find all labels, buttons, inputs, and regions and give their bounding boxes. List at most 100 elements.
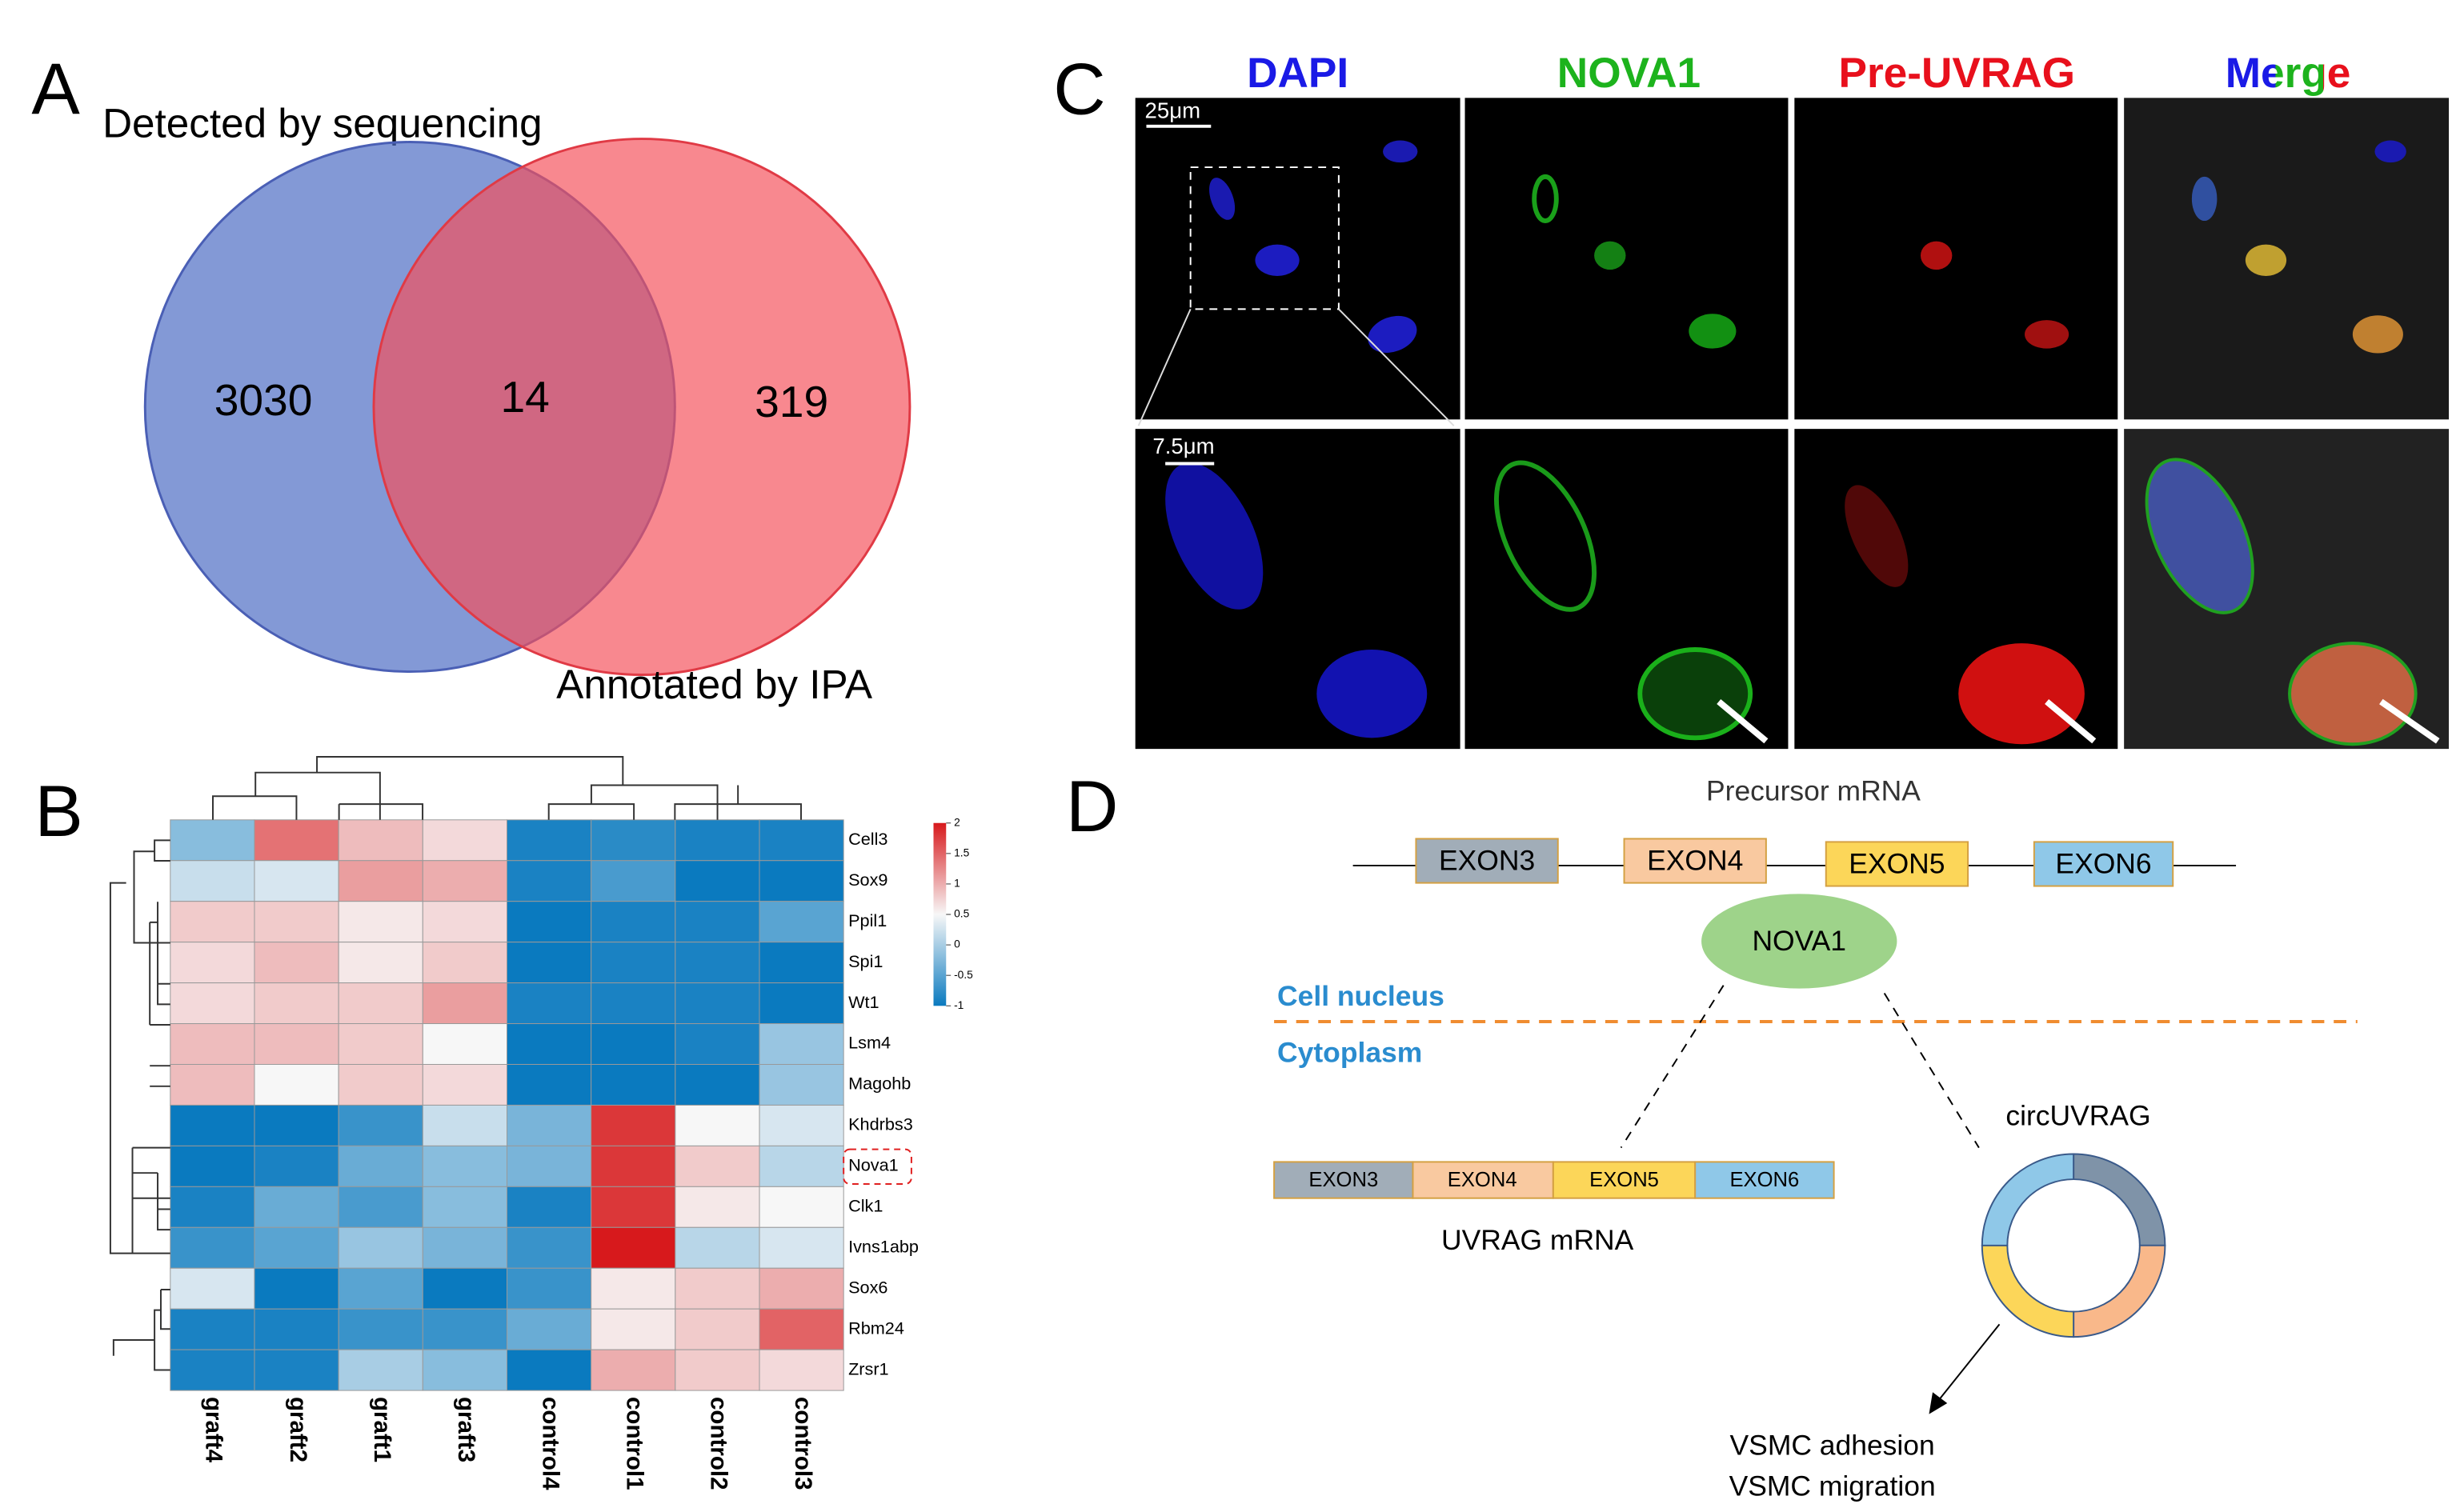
heatmap-cell <box>254 819 339 862</box>
heatmap-cell <box>170 1226 255 1269</box>
heatmap-cell <box>170 982 255 1025</box>
heatmap-cell <box>254 1349 339 1391</box>
colorbar-tick-label: 0.5 <box>954 908 969 920</box>
heatmap-cell <box>759 1186 844 1228</box>
heatmap-cell <box>170 1145 255 1187</box>
heatmap-cell <box>254 860 339 902</box>
heatmap-cell <box>675 1145 760 1187</box>
gene-label: Cell3 <box>848 829 887 849</box>
heatmap-cell <box>170 1267 255 1310</box>
circ-label: circUVRAG <box>2005 1100 2150 1132</box>
heatmap-cell <box>675 860 760 902</box>
heatmap-cell <box>422 1349 507 1391</box>
heatmap-cell <box>759 1349 844 1391</box>
heatmap-cell <box>170 860 255 902</box>
heatmap-cell <box>254 942 339 984</box>
heatmap-cell <box>422 1308 507 1350</box>
heatmap-cell <box>254 1267 339 1310</box>
mrna-label: UVRAG mRNA <box>1441 1224 1634 1256</box>
heatmap-cell <box>675 1104 760 1146</box>
channel-title: NOVA1 <box>1557 50 1701 97</box>
sample-label: control1 <box>621 1397 647 1490</box>
heatmap-cell <box>422 942 507 984</box>
heatmap-cell <box>675 1064 760 1106</box>
channel-title: Pre-UVRAG <box>1839 50 2076 97</box>
heatmap-cell <box>338 819 423 862</box>
heatmap-cell <box>675 982 760 1025</box>
heatmap-cell <box>338 1145 423 1187</box>
heatmap-cell <box>591 819 676 862</box>
heatmap-cell <box>422 1104 507 1146</box>
gene-label: Nova1 <box>848 1155 899 1175</box>
scale-bar-label: 25μm <box>1145 98 1201 122</box>
heatmap-cell <box>675 819 760 862</box>
heatmap-cell <box>338 860 423 902</box>
sample-label: graft2 <box>285 1397 311 1462</box>
heatmap-cell <box>338 1308 423 1350</box>
gene-label: Spi1 <box>848 951 883 971</box>
heatmap-cell <box>506 942 592 984</box>
heatmap-cell <box>170 1186 255 1228</box>
heatmap-cell <box>759 860 844 902</box>
heatmap-cell <box>591 1308 676 1350</box>
channel-title: Merge <box>2226 50 2351 97</box>
panel-label: A <box>31 49 80 130</box>
heatmap-cell <box>759 819 844 862</box>
sample-label: graft1 <box>369 1397 395 1462</box>
set-label: Detected by sequencing <box>102 100 543 146</box>
heatmap-cell <box>338 1186 423 1228</box>
panel-label: B <box>34 771 82 852</box>
precursor-label: Precursor mRNA <box>1706 775 1921 807</box>
heatmap-cell <box>254 1226 339 1269</box>
heatmap-cell <box>170 1064 255 1106</box>
heatmap-cell <box>506 860 592 902</box>
colorbar-tick-label: 0 <box>954 938 960 950</box>
arrow <box>1929 1323 2001 1414</box>
heatmap-cell <box>591 901 676 943</box>
sample-label: graft4 <box>201 1397 227 1463</box>
heatmap-cell <box>422 1064 507 1106</box>
protein-label: NOVA1 <box>1752 925 1846 957</box>
panel-label: D <box>1066 766 1118 847</box>
heatmap-cell <box>759 1104 844 1146</box>
micrographs <box>1135 98 2450 750</box>
scale-bar-label: 7.5μm <box>1152 434 1214 458</box>
colorbar-tick-label: 1 <box>954 878 960 890</box>
heatmap-cell <box>170 1349 255 1391</box>
heatmap-cell <box>254 1023 339 1065</box>
venn-count: 319 <box>755 377 828 426</box>
venn-count: 14 <box>500 372 549 422</box>
circ-ring <box>1981 1153 2166 1338</box>
heatmap-cell <box>506 819 592 862</box>
heatmap-cell <box>591 1226 676 1269</box>
heatmap-cell <box>506 1064 592 1106</box>
colorbar <box>933 822 947 1006</box>
heatmap-cell <box>506 1226 592 1269</box>
heatmap-cell <box>506 1349 592 1391</box>
gene-label: Sox9 <box>848 870 887 890</box>
colorbar-tick-label: -0.5 <box>954 969 973 981</box>
heatmap-cell <box>591 860 676 902</box>
heatmap-cell <box>254 1145 339 1187</box>
heatmap-cell <box>338 901 423 943</box>
heatmap-cell <box>338 1226 423 1269</box>
heatmap-cell <box>675 1267 760 1310</box>
outcome-label: VSMC adhesion <box>1730 1429 1935 1461</box>
heatmap-cell <box>591 1064 676 1106</box>
heatmap-cell <box>759 1145 844 1187</box>
panel-label: C <box>1053 49 1105 130</box>
channel-title: DAPI <box>1247 50 1348 97</box>
heatmap-cell <box>422 1186 507 1228</box>
heatmap-cell <box>759 1226 844 1269</box>
gene-label: Khdrbs3 <box>848 1114 913 1134</box>
exon-label: EXON3 <box>1308 1169 1378 1191</box>
exon-label: EXON5 <box>1589 1169 1659 1191</box>
heatmap-cell <box>675 942 760 984</box>
exon-label: EXON6 <box>1729 1169 1799 1191</box>
compartment-label: Cell nucleus <box>1277 980 1444 1012</box>
heatmap-cell <box>506 1308 592 1350</box>
sample-label: control2 <box>706 1397 732 1490</box>
heatmap-cell <box>591 982 676 1025</box>
heatmap-cell <box>254 1308 339 1350</box>
